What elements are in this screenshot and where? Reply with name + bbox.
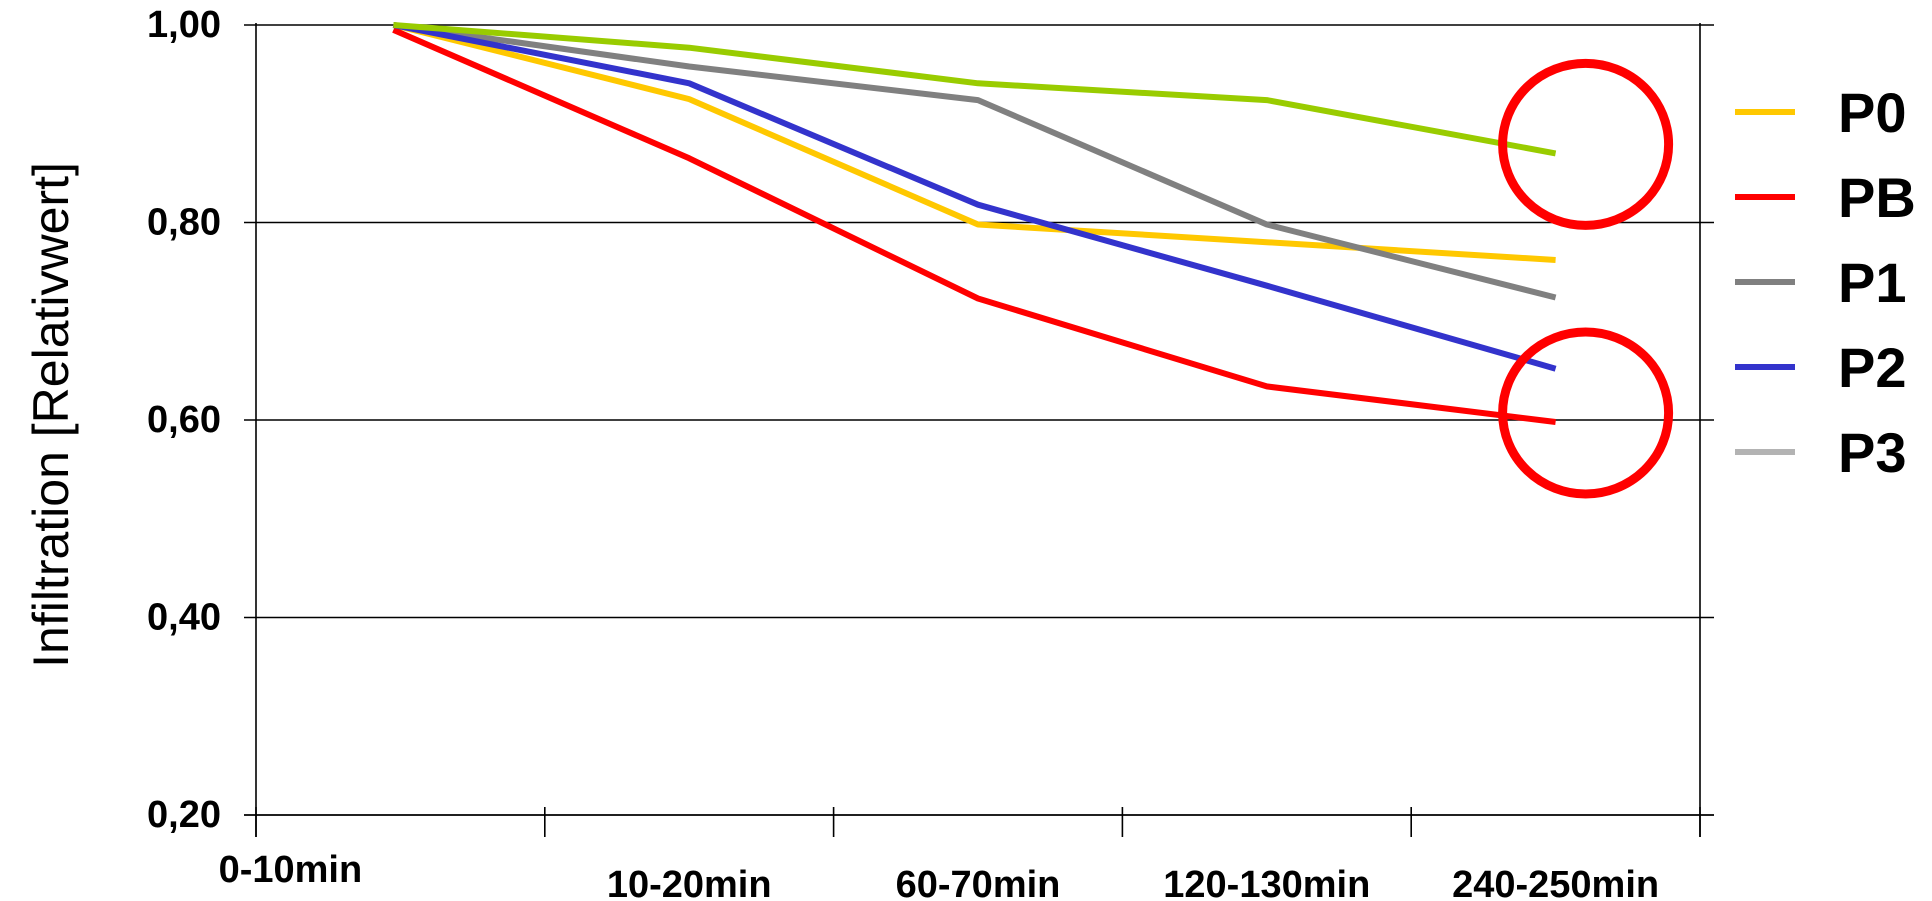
x-tick-10-20min: 10-20min	[607, 864, 772, 901]
series-line-p3	[393, 22, 1557, 157]
legend-label-p2: P2	[1838, 336, 1907, 399]
y-tick-0-20: 0,20	[147, 794, 221, 836]
legend-label-p3: P3	[1838, 421, 1907, 484]
x-tick-60-70min: 60-70min	[896, 864, 1061, 901]
y-tick-0-40: 0,40	[147, 597, 221, 639]
series-line-p2	[392, 22, 1557, 372]
annotations	[1498, 58, 1674, 499]
legend-label-p0: P0	[1838, 81, 1907, 144]
annotation-circle-p3	[1498, 58, 1674, 230]
y-tick-0-60: 0,60	[147, 399, 221, 441]
series-line-pb	[392, 27, 1556, 425]
x-tick-0-10min: 0-10min	[219, 849, 363, 891]
x-tick-labels: 0-10min 10-20min 60-70min 120-130min 240-250…	[219, 849, 1660, 901]
y-tick-1-00: 1,00	[147, 4, 221, 46]
x-tick-240-250min: 240-250min	[1452, 864, 1659, 901]
axes	[244, 23, 1714, 837]
series-line-p1	[392, 22, 1557, 301]
series-lines	[392, 22, 1557, 425]
y-axis-label: Infiltration [Relativwert]	[23, 162, 79, 668]
y-tick-labels: 0,20 0,40 0,60 0,80 1,00	[147, 4, 221, 836]
legend: P0 PB P1 P2 P3	[1735, 81, 1916, 484]
y-tick-0-80: 0,80	[147, 202, 221, 244]
x-tick-120-130min: 120-130min	[1163, 864, 1370, 901]
legend-label-p1: P1	[1838, 251, 1907, 314]
annotation-circle-pb	[1498, 327, 1674, 499]
legend-label-pb: PB	[1838, 166, 1916, 229]
